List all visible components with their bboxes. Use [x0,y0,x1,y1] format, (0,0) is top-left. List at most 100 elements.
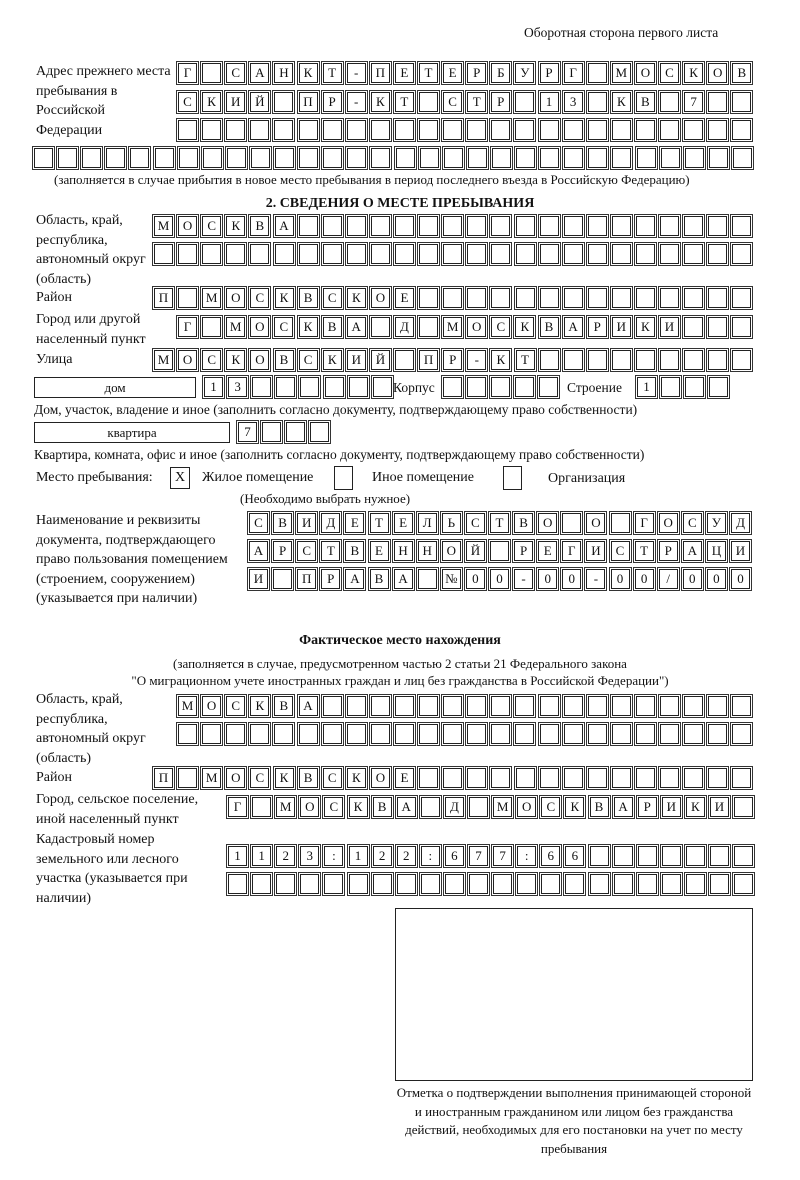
char-cell[interactable] [658,722,681,746]
place-option-checkbox-organization[interactable] [503,466,522,490]
char-cell[interactable] [658,214,682,238]
char-cell[interactable]: И [659,795,683,819]
char-cell[interactable]: Й [368,348,392,372]
char-cell[interactable]: Р [635,795,659,819]
char-cell[interactable] [441,375,464,399]
char-cell[interactable] [489,118,513,142]
char-cell[interactable] [682,214,706,238]
flat-type-field[interactable]: квартира [34,422,230,443]
char-cell[interactable] [683,375,707,399]
char-cell[interactable] [272,242,296,266]
char-cell[interactable] [633,118,657,142]
char-cell[interactable]: С [200,214,224,238]
char-cell[interactable] [345,146,369,170]
char-cell[interactable]: К [563,795,587,819]
char-cell[interactable] [706,286,730,310]
char-cell[interactable]: 0 [488,567,511,591]
char-cell[interactable]: М [152,214,175,238]
char-cell[interactable]: Г [632,511,656,535]
char-cell[interactable] [561,242,585,266]
char-cell[interactable]: 6 [563,844,587,868]
char-cell[interactable]: Т [319,539,343,563]
char-cell[interactable] [250,375,274,399]
char-cell[interactable]: М [200,766,224,790]
char-cell[interactable] [200,146,224,170]
char-cell[interactable]: Г [176,315,199,339]
char-cell[interactable] [513,214,537,238]
char-cell[interactable] [609,118,633,142]
char-cell[interactable]: Е [393,766,416,790]
char-cell[interactable] [730,118,754,142]
char-cell[interactable] [633,694,657,718]
char-cell[interactable] [296,214,320,238]
char-cell[interactable]: П [152,286,175,310]
char-cell[interactable] [296,722,320,746]
char-cell[interactable] [320,118,344,142]
char-cell[interactable]: М [200,286,224,310]
char-cell[interactable]: В [537,315,561,339]
char-cell[interactable]: О [176,214,200,238]
char-cell[interactable] [488,539,511,563]
char-cell[interactable]: - [344,61,368,85]
char-cell[interactable]: В [248,214,272,238]
char-cell[interactable] [633,722,657,746]
char-cell[interactable]: С [608,539,632,563]
char-cell[interactable]: К [200,90,224,114]
char-cell[interactable] [465,214,489,238]
char-cell[interactable] [706,214,730,238]
char-cell[interactable]: Е [441,61,465,85]
char-cell[interactable] [298,375,322,399]
char-cell[interactable] [561,766,585,790]
char-cell[interactable] [296,242,320,266]
char-cell[interactable]: М [224,315,248,339]
char-cell[interactable]: Р [489,90,513,114]
char-cell[interactable] [732,795,756,819]
char-cell[interactable]: О [224,766,248,790]
char-cell[interactable]: Р [656,539,680,563]
char-cell[interactable] [732,872,756,896]
char-cell[interactable] [441,242,465,266]
char-cell[interactable] [609,348,633,372]
char-cell[interactable]: С [680,511,704,535]
char-cell[interactable] [417,286,441,310]
char-cell[interactable]: К [344,286,368,310]
char-cell[interactable]: 0 [680,567,704,591]
char-cell[interactable] [441,146,465,170]
char-cell[interactable]: 2 [394,844,418,868]
char-cell[interactable] [128,146,152,170]
char-cell[interactable]: К [489,348,513,372]
char-cell[interactable]: А [680,539,704,563]
char-cell[interactable] [260,420,284,444]
char-cell[interactable] [298,872,322,896]
char-cell[interactable] [658,242,682,266]
char-cell[interactable]: В [730,61,754,85]
char-cell[interactable] [561,214,585,238]
char-cell[interactable]: Е [393,286,416,310]
char-cell[interactable] [248,242,272,266]
char-cell[interactable]: 1 [226,844,249,868]
char-cell[interactable]: В [633,90,657,114]
char-cell[interactable]: К [633,315,657,339]
char-cell[interactable]: Й [463,539,487,563]
char-cell[interactable]: : [418,844,442,868]
char-cell[interactable]: Г [176,61,199,85]
char-cell[interactable]: И [658,315,681,339]
char-cell[interactable] [296,118,320,142]
char-cell[interactable] [730,90,754,114]
char-cell[interactable] [320,694,344,718]
char-cell[interactable]: С [320,766,344,790]
char-cell[interactable] [441,286,465,310]
char-cell[interactable] [634,146,658,170]
char-cell[interactable] [417,694,440,718]
char-cell[interactable]: В [343,539,367,563]
char-cell[interactable]: Р [512,539,536,563]
char-cell[interactable] [561,286,585,310]
char-cell[interactable]: Т [367,511,391,535]
place-option-checkbox-residential[interactable]: X [170,467,190,489]
char-cell[interactable]: С [224,694,248,718]
char-cell[interactable] [708,844,731,868]
char-cell[interactable] [706,90,730,114]
char-cell[interactable] [634,766,657,790]
char-cell[interactable] [418,795,442,819]
char-cell[interactable]: В [370,795,394,819]
